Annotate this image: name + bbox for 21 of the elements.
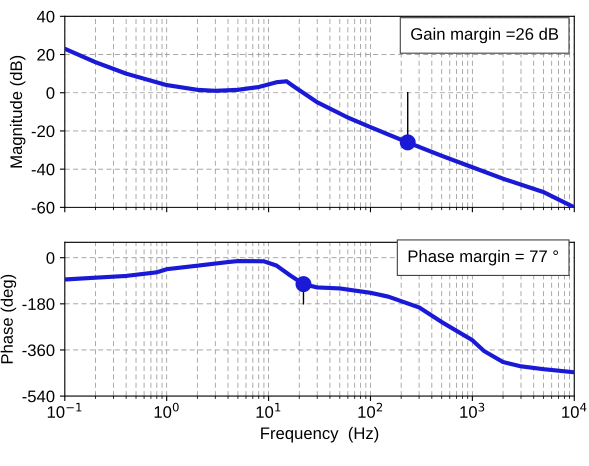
- x-tick-label: 10$^{1}$: [256, 402, 280, 418]
- y-tick-label: 0: [46, 252, 54, 264]
- annotation: Phase margin = 77 °: [408, 250, 558, 266]
- annotation: Gain margin =26 dB: [411, 28, 558, 44]
- x-axis-title: Frequency (Hz): [261, 426, 378, 442]
- y-tick-label: -20: [32, 125, 54, 138]
- x-tick-label: 10$^{2}$: [358, 402, 382, 418]
- y-tick-label: -40: [32, 164, 54, 176]
- y-axis-title: Phase (deg): [0, 274, 16, 364]
- x-tick-label: 10$^{−1}$: [48, 402, 82, 418]
- y-tick-label: 20: [37, 48, 54, 61]
- x-tick-label: 10$^{4}$: [562, 402, 586, 418]
- y-tick-label: -540: [22, 390, 54, 402]
- x-tick-label: 10$^{3}$: [460, 402, 484, 418]
- y-tick-label: -360: [22, 344, 54, 356]
- y-tick-label: 0: [46, 87, 54, 99]
- y-axis-title: Magnitude (dB): [10, 56, 26, 168]
- y-tick-label: 40: [36, 10, 54, 23]
- x-tick-label: 10$^{0}$: [154, 402, 179, 418]
- y-tick-label: -180: [22, 298, 54, 310]
- y-tick-label: -60: [32, 202, 54, 214]
